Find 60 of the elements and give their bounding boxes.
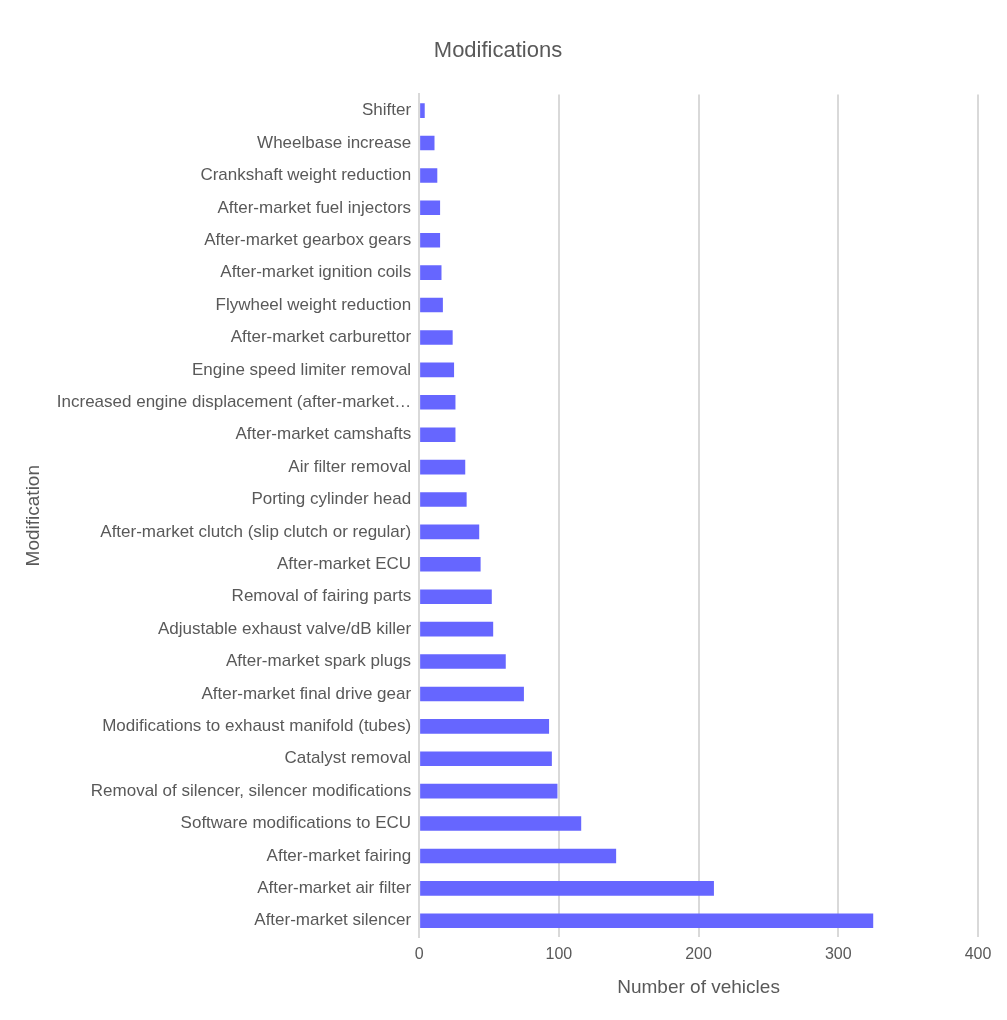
x-axis-title: Number of vehicles — [617, 975, 780, 997]
y-tick-label: After-market silencer — [254, 910, 412, 930]
bar — [420, 168, 438, 183]
bar — [420, 848, 617, 864]
x-tick-label: 400 — [964, 945, 992, 963]
y-tick-label: Flywheel weight reduction — [215, 294, 412, 314]
y-tick-label: After-market air filter — [257, 878, 412, 898]
y-tick-label: Porting cylinder head — [251, 489, 412, 509]
y-tick-label: Crankshaft weight reduction — [200, 165, 412, 185]
bar — [420, 200, 441, 216]
y-tick-label: Shifter — [361, 100, 412, 120]
bar — [420, 135, 435, 151]
bar — [420, 686, 524, 702]
y-tick-label: After-market final drive gear — [201, 683, 412, 703]
bar — [420, 881, 714, 896]
bar — [420, 492, 467, 507]
y-axis-title: Modification — [21, 465, 43, 567]
y-tick-label: After-market fuel injectors — [217, 197, 412, 217]
bar — [420, 427, 456, 442]
bar — [420, 783, 558, 799]
bar — [420, 816, 582, 831]
y-tick-label: After-market fairing — [266, 845, 412, 865]
bar — [420, 394, 456, 410]
bar — [420, 913, 874, 929]
bar — [420, 232, 441, 248]
y-tick-label: Software modifications to ECU — [180, 813, 412, 833]
bar — [420, 265, 442, 280]
y-tick-label: After-market gearbox gears — [204, 229, 412, 249]
y-tick-label: Modifications to exhaust manifold (tubes) — [102, 716, 412, 736]
y-tick-label: Removal of silencer, silencer modifications — [90, 780, 412, 800]
y-tick-label: After-market carburettor — [230, 327, 412, 347]
y-tick-label: After-market camshafts — [235, 424, 412, 444]
bar — [420, 524, 480, 540]
y-tick-label: Removal of fairing parts — [231, 586, 412, 606]
bar — [420, 459, 466, 475]
y-tick-label: After-market ECU — [276, 554, 412, 573]
y-tick-label: Catalyst removal — [284, 748, 412, 768]
y-tick-label: Engine speed limiter removal — [191, 359, 412, 379]
y-tick-label: After-market clutch (slip clutch or regular) — [100, 521, 412, 541]
bar — [420, 751, 552, 767]
bar — [420, 330, 453, 345]
y-tick-label: Air filter removal — [288, 456, 412, 476]
x-tick-label: 100 — [545, 945, 573, 963]
x-tick-label: 300 — [824, 945, 852, 963]
bar — [420, 719, 550, 734]
bar — [420, 103, 425, 118]
x-tick-label: 200 — [685, 945, 713, 963]
bar — [420, 654, 506, 669]
chart-title: Modifications — [433, 37, 563, 63]
x-tick-label: 0 — [414, 945, 424, 963]
bar — [420, 589, 492, 605]
bar — [420, 621, 494, 637]
bar — [420, 362, 455, 378]
bar — [420, 297, 443, 313]
y-tick-label: Adjustable exhaust valve/dB killer — [157, 618, 412, 638]
y-tick-label: After-market ignition coils — [220, 262, 412, 282]
y-tick-label: After-market spark plugs — [225, 651, 412, 671]
y-tick-label: Wheelbase increase — [257, 132, 412, 152]
bar — [420, 557, 481, 572]
y-tick-label: Increased engine displacement (after-market… — [56, 391, 412, 411]
